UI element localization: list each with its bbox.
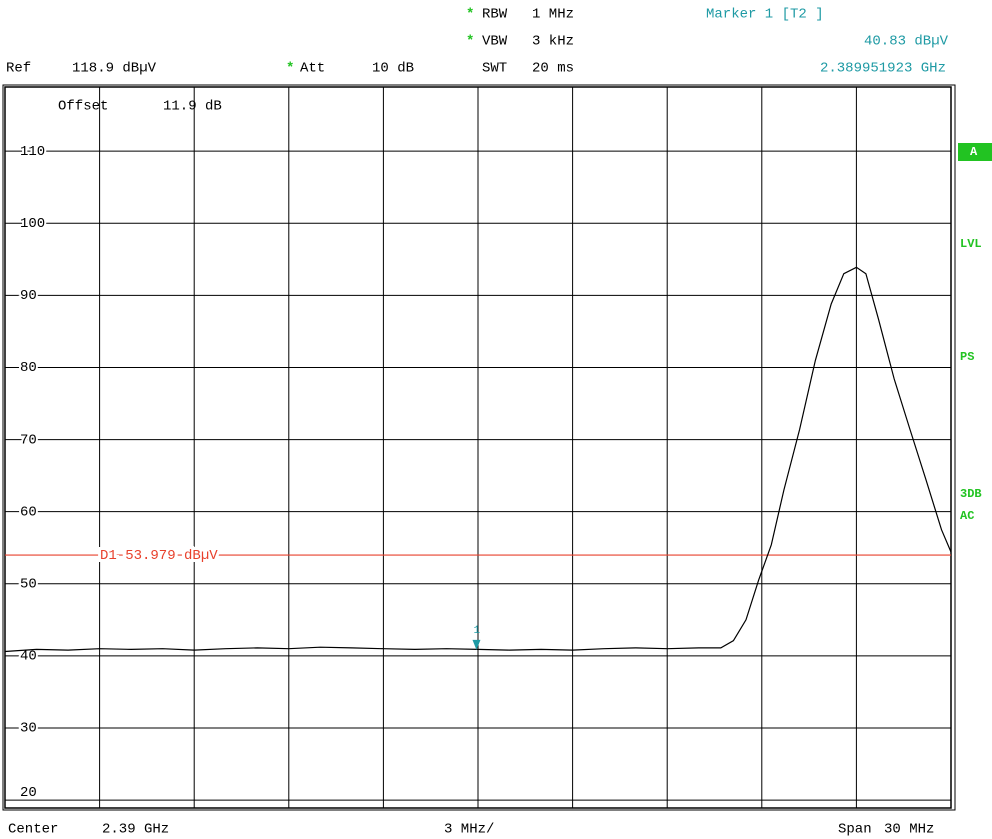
vbw-value: 3 kHz <box>532 34 574 50</box>
marker-level: 40.83 dBµV <box>864 34 949 50</box>
ref-value: 118.9 dBµV <box>72 61 157 77</box>
display-line-label: D1 53.979 dBµV <box>100 548 218 564</box>
y-tick-label: 110 <box>20 144 45 160</box>
marker-frequency: 2.389951923 GHz <box>820 61 946 77</box>
center-value: 2.39 GHz <box>102 822 169 838</box>
span-value: 30 MHz <box>884 822 934 838</box>
att-value: 10 dB <box>372 61 414 77</box>
swt-label: SWT <box>482 61 507 77</box>
side-label-box <box>958 143 992 161</box>
outer-frame <box>2 84 956 811</box>
offset-value: 11.9 dB <box>163 99 222 115</box>
vbw-label: VBW <box>482 34 508 50</box>
att-star: * <box>286 61 294 77</box>
trace <box>4 266 952 653</box>
offset-label: Offset <box>58 99 108 115</box>
y-tick-label: 50 <box>20 576 37 592</box>
side-label: A <box>970 145 978 159</box>
rbw-label: RBW <box>482 7 508 23</box>
swt-value: 20 ms <box>532 61 574 77</box>
y-tick-label: 30 <box>20 721 37 737</box>
rbw-star: * <box>466 7 474 23</box>
y-tick-label: 40 <box>20 649 37 665</box>
marker-number: 1 <box>473 625 480 637</box>
y-tick-label: 100 <box>20 216 45 232</box>
span-label: Span <box>838 822 872 838</box>
y-tick-label: 80 <box>20 360 37 376</box>
center-label: Center <box>8 822 58 838</box>
att-label: Att <box>300 61 325 77</box>
y-tick-label: 60 <box>20 504 37 520</box>
side-label: 3DB <box>960 487 982 501</box>
y-tick-label: 20 <box>20 785 37 801</box>
rbw-value: 1 MHz <box>532 7 574 23</box>
marker <box>472 639 481 650</box>
marker-title: Marker 1 [T2 ] <box>706 7 824 23</box>
per-division: 3 MHz/ <box>444 822 494 838</box>
y-tick-label: 70 <box>20 432 37 448</box>
ref-label: Ref <box>6 61 31 77</box>
vbw-star: * <box>466 34 474 50</box>
side-label: AC <box>960 509 974 523</box>
side-label: PS <box>960 350 974 364</box>
y-tick-label: 90 <box>20 288 37 304</box>
side-label: LVL <box>960 237 982 251</box>
